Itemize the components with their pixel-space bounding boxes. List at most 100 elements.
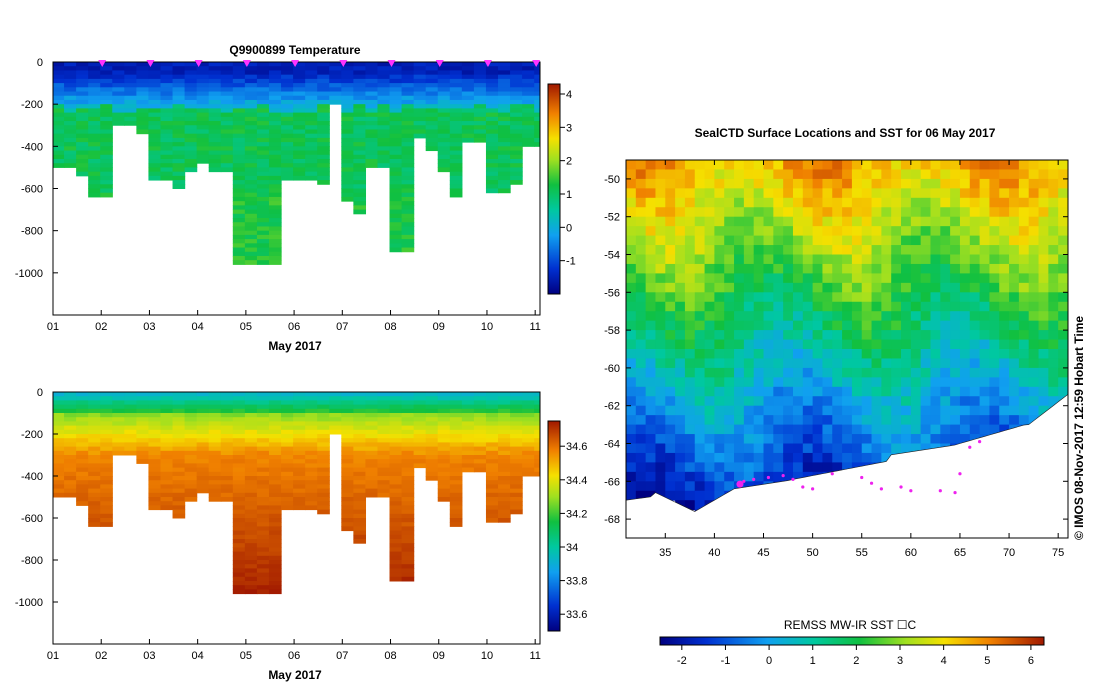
temperature-cell bbox=[184, 137, 198, 143]
temperature-cell bbox=[401, 247, 415, 253]
temperature-cell bbox=[305, 87, 318, 93]
salinity-cell bbox=[401, 518, 415, 523]
salinity-cell bbox=[401, 425, 415, 431]
sst-cell bbox=[842, 197, 853, 208]
temperature-cell bbox=[256, 201, 270, 206]
salinity-cell bbox=[124, 429, 137, 435]
temperature-cell bbox=[498, 146, 511, 152]
temperature-cell bbox=[461, 112, 475, 118]
salinity-cell bbox=[353, 497, 367, 502]
sst-cell bbox=[635, 367, 647, 378]
salinity-xlabel: May 2017 bbox=[268, 668, 322, 682]
temperature-cell bbox=[293, 142, 306, 147]
temperature-cell bbox=[510, 129, 523, 135]
salinity-cell bbox=[377, 438, 391, 443]
sst-cell bbox=[979, 330, 990, 341]
salinity-cell bbox=[449, 480, 463, 485]
sst-cell bbox=[763, 197, 774, 208]
temperature-cell bbox=[172, 133, 186, 139]
salinity-cell bbox=[341, 429, 354, 435]
salinity-cell bbox=[268, 501, 282, 506]
sst-cell bbox=[694, 207, 706, 218]
temperature-cell bbox=[305, 142, 318, 147]
salinity-cell bbox=[437, 396, 451, 401]
salinity-cell bbox=[184, 459, 198, 464]
salinity-cell bbox=[401, 396, 415, 401]
sst-cell bbox=[851, 424, 863, 435]
temperature-cell bbox=[437, 66, 451, 71]
temperature-cell bbox=[268, 205, 282, 211]
temperature-cell bbox=[449, 133, 463, 139]
sst-cell bbox=[832, 178, 843, 189]
sst-cell bbox=[930, 160, 941, 170]
salinity-cell bbox=[256, 434, 270, 439]
salinity-cell bbox=[256, 534, 270, 540]
salinity-cell bbox=[293, 392, 306, 397]
temperature-cell bbox=[425, 137, 439, 143]
sst-cell bbox=[684, 500, 696, 511]
salinity-cell bbox=[184, 434, 198, 439]
sst-cell bbox=[851, 339, 863, 350]
sst-cell bbox=[655, 481, 666, 492]
salinity-cell bbox=[437, 425, 451, 431]
temperature-cell bbox=[244, 66, 258, 71]
sst-cell bbox=[1028, 160, 1040, 170]
temperature-cell bbox=[136, 99, 150, 105]
temperature-cell bbox=[148, 74, 162, 80]
temperature-cell bbox=[425, 99, 439, 105]
salinity-cell bbox=[293, 467, 306, 473]
sst-cell bbox=[851, 207, 863, 218]
salinity-cell bbox=[389, 543, 403, 548]
temperature-cell bbox=[425, 129, 439, 135]
sst-cell bbox=[734, 160, 745, 170]
temperature-cell bbox=[449, 66, 463, 71]
salinity-cell bbox=[172, 413, 186, 418]
temperature-cell bbox=[220, 158, 234, 164]
salinity-cell bbox=[449, 476, 463, 481]
temperature-cell bbox=[449, 154, 463, 160]
temperature-cell bbox=[377, 83, 391, 88]
salinity-cell bbox=[510, 404, 523, 410]
salinity-cell bbox=[401, 442, 415, 448]
sst-cell bbox=[969, 226, 981, 237]
temperature-cell bbox=[256, 196, 270, 202]
temperature-cell bbox=[53, 87, 65, 93]
salinity-cell bbox=[365, 446, 379, 452]
sst-cell bbox=[763, 349, 774, 359]
salinity-cell bbox=[401, 480, 415, 485]
sst-cell bbox=[704, 462, 715, 473]
sst-cell bbox=[792, 349, 804, 359]
salinity-cell bbox=[64, 400, 77, 406]
salinity-cell bbox=[53, 455, 65, 460]
temperature-cell bbox=[498, 175, 511, 181]
salinity-cell bbox=[268, 505, 282, 511]
temperature-cell bbox=[389, 222, 403, 227]
temperature-cell bbox=[244, 116, 258, 122]
salinity-cell bbox=[377, 480, 391, 485]
salinity-cell bbox=[534, 450, 540, 456]
salinity-cell bbox=[136, 413, 150, 418]
sst-cell bbox=[675, 481, 686, 492]
temperature-cell bbox=[256, 234, 270, 240]
temperature-panel: Q9900899 Temperature 01 02 03 04 05 06 07 08 09 1… bbox=[15, 43, 576, 353]
salinity-cell bbox=[256, 404, 270, 410]
temperature-cell bbox=[389, 167, 403, 173]
salinity-cell bbox=[232, 408, 246, 414]
temperature-cell bbox=[534, 66, 540, 71]
temperature-cell bbox=[485, 137, 499, 143]
salinity-cell bbox=[473, 400, 487, 406]
sst-cell bbox=[832, 358, 843, 369]
sst-cell bbox=[802, 367, 814, 378]
temperature-cell bbox=[256, 112, 270, 118]
temperature-cell bbox=[268, 218, 282, 223]
salinity-cell bbox=[389, 522, 403, 527]
temperature-cell bbox=[305, 133, 318, 139]
temperature-cell bbox=[305, 154, 318, 160]
sst-cell bbox=[812, 330, 823, 341]
sst-cell bbox=[743, 292, 755, 303]
temperature-cell bbox=[485, 146, 499, 152]
sst-cell bbox=[635, 216, 647, 227]
salinity-cell bbox=[124, 413, 137, 418]
sst-cell bbox=[655, 301, 666, 312]
temperature-cell bbox=[437, 121, 451, 126]
